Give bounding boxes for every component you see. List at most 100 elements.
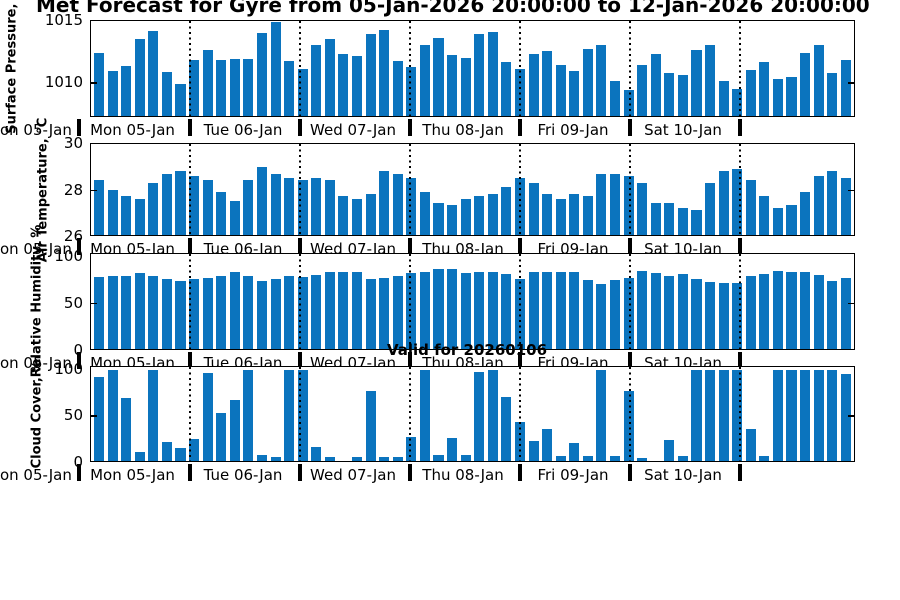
bar xyxy=(229,58,240,116)
bar xyxy=(745,429,756,461)
y-tick-label: 0 xyxy=(73,453,83,471)
bar xyxy=(582,279,593,349)
bar xyxy=(555,64,566,116)
bar xyxy=(311,45,322,116)
bar xyxy=(664,440,675,461)
bar xyxy=(691,209,702,235)
bar xyxy=(406,67,417,116)
bar xyxy=(419,369,430,461)
bar xyxy=(542,271,553,349)
bar xyxy=(94,377,105,461)
bar xyxy=(827,171,838,235)
bar xyxy=(582,196,593,235)
bar xyxy=(175,280,186,349)
y-tick-label: 50 xyxy=(63,406,83,425)
bar xyxy=(297,369,308,461)
bar xyxy=(623,390,634,461)
x-day-tick xyxy=(77,119,81,136)
plot-area-2 xyxy=(90,143,855,236)
x-day-tick xyxy=(77,238,81,255)
x-day-label: Sat 10-Jan xyxy=(644,121,722,139)
plot-area-1 xyxy=(90,20,855,117)
bar xyxy=(270,173,281,235)
x-day-tick xyxy=(408,352,412,369)
bar xyxy=(189,439,200,461)
bar xyxy=(555,271,566,349)
bar xyxy=(216,59,227,116)
bar xyxy=(392,276,403,349)
bar xyxy=(460,198,471,235)
bar xyxy=(121,66,132,116)
bar xyxy=(256,166,268,235)
bar xyxy=(148,182,159,235)
bar xyxy=(542,51,553,116)
bar xyxy=(338,53,349,116)
bar xyxy=(148,369,159,461)
bar xyxy=(433,203,444,235)
bar xyxy=(94,277,105,349)
bar xyxy=(501,274,512,349)
bar xyxy=(813,369,824,461)
bar xyxy=(528,272,539,349)
bar xyxy=(528,440,539,461)
bar xyxy=(351,56,363,116)
y-tick-label: 1010 xyxy=(44,73,83,92)
day-gridline xyxy=(299,254,301,349)
y-axis-label: Surface Pressure, mb xyxy=(4,0,20,134)
x-day-label: Wed 07-Jan xyxy=(310,121,396,139)
bar xyxy=(134,39,145,116)
y-tick-mark xyxy=(91,415,97,417)
bar xyxy=(161,278,172,349)
x-day-label: Tue 06-Jan xyxy=(203,466,283,484)
x-day-label: Fri 09-Jan xyxy=(537,466,609,484)
bar xyxy=(813,275,824,349)
y-tick-label: 100 xyxy=(54,246,83,265)
bar xyxy=(718,369,729,461)
bar xyxy=(609,279,621,349)
bar xyxy=(107,276,118,349)
bar xyxy=(650,53,661,116)
bar xyxy=(542,429,553,461)
bar xyxy=(94,52,105,116)
x-day-label-clipped: Mon 05-Jan xyxy=(0,121,72,139)
bar xyxy=(745,276,756,349)
day-gridline xyxy=(189,367,191,461)
y-axis-label: Relative Humidity, % xyxy=(29,224,45,378)
day-gridline xyxy=(739,21,741,116)
day-gridline xyxy=(519,21,521,116)
bar xyxy=(705,45,716,116)
bar xyxy=(705,182,716,235)
x-day-label: Thu 08-Jan xyxy=(422,466,504,484)
bar xyxy=(637,182,648,235)
bar xyxy=(202,50,213,116)
bar xyxy=(243,276,254,349)
y-tick-mark xyxy=(848,82,854,84)
day-gridline xyxy=(629,254,631,349)
bar xyxy=(134,273,145,349)
y-tick-mark xyxy=(848,189,854,191)
bar xyxy=(718,80,729,116)
y-tick-label: 28 xyxy=(63,180,83,199)
bar xyxy=(623,90,634,116)
bar xyxy=(609,173,621,235)
day-gridline xyxy=(409,367,411,461)
bar xyxy=(134,198,145,235)
bar xyxy=(664,203,675,235)
bar xyxy=(582,49,593,116)
bar xyxy=(745,69,756,116)
bar xyxy=(216,276,227,349)
bar xyxy=(270,278,281,349)
day-gridline xyxy=(739,254,741,349)
bar xyxy=(406,273,417,349)
bar xyxy=(406,437,417,461)
bar xyxy=(786,271,797,349)
day-gridline xyxy=(519,254,521,349)
bar-series xyxy=(91,254,854,349)
bar xyxy=(569,442,580,461)
bar xyxy=(732,89,743,116)
bar xyxy=(487,31,498,116)
bar xyxy=(351,457,363,461)
bar xyxy=(365,390,376,461)
x-day-tick xyxy=(298,464,302,481)
